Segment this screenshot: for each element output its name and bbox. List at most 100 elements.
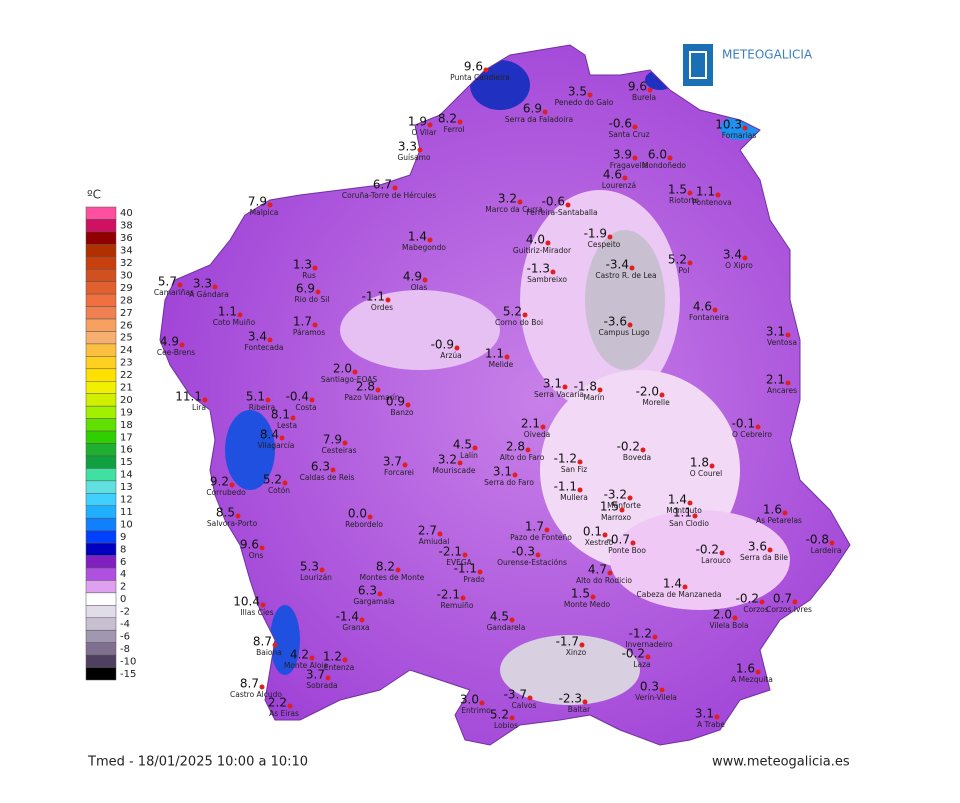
station-name: Lobios xyxy=(494,721,518,730)
station-name: Gandarela xyxy=(487,623,526,632)
station-name: Fornarias xyxy=(722,131,757,140)
station-dot xyxy=(632,124,638,130)
station-value: 3.0 xyxy=(460,693,479,707)
legend-swatch xyxy=(85,356,117,370)
legend-swatch xyxy=(85,629,117,643)
station-name: Lesta xyxy=(277,421,297,430)
station-name: Mabegondo xyxy=(402,243,446,252)
station-value: 2.0 xyxy=(713,608,732,622)
station-name: Lourenzá xyxy=(602,181,636,190)
station-name: Castro Alcudo xyxy=(230,690,282,699)
legend-label: 11 xyxy=(120,507,133,518)
station-dot xyxy=(667,155,673,161)
legend-swatch xyxy=(85,455,117,469)
legend-swatch xyxy=(85,642,117,656)
station-dot xyxy=(607,234,613,240)
station-name: Pol xyxy=(679,266,690,275)
station-dot xyxy=(785,380,791,386)
station-name: Invernadeiro xyxy=(625,640,673,649)
legend-label: -4 xyxy=(120,619,130,630)
station-dot xyxy=(550,269,556,275)
station-name: Marco da Curra xyxy=(485,205,542,214)
station-dot xyxy=(687,190,693,196)
station-dot xyxy=(755,424,761,430)
station-value: -2.3 xyxy=(559,692,582,706)
legend-label: 10 xyxy=(120,519,133,530)
station-dot xyxy=(540,424,546,430)
station-name: Arzúa xyxy=(440,351,462,360)
logo-text: METEOGALICIA xyxy=(722,48,813,62)
station-dot xyxy=(712,307,718,313)
station-dot xyxy=(460,595,466,601)
station-value: -0.2 xyxy=(617,440,640,454)
station-value: 8.5 xyxy=(216,506,235,520)
station-value: 0.9 xyxy=(386,395,405,409)
station-name: Coto Muiño xyxy=(213,318,256,327)
legend-label: 20 xyxy=(120,395,133,406)
station-name: Costa xyxy=(295,403,316,412)
legend-swatch xyxy=(85,231,117,245)
legend-swatch xyxy=(85,256,117,270)
legend-label: 9 xyxy=(120,532,126,543)
station-name: Corzos Ivres xyxy=(766,605,812,614)
station-name: A Trabe xyxy=(697,720,725,729)
station-value: -0.1 xyxy=(732,417,755,431)
station-dot xyxy=(522,312,528,318)
station-dot xyxy=(509,715,515,721)
station-dot xyxy=(309,655,315,661)
station-dot xyxy=(692,513,698,519)
station-name: Cespeito xyxy=(588,240,621,249)
station-name: Caldas de Reis xyxy=(300,473,355,482)
station-name: Vilagarcía xyxy=(258,441,295,450)
station-dot xyxy=(235,513,241,519)
legend-label: 6 xyxy=(120,557,126,568)
station-name: Ventosa xyxy=(767,338,797,347)
station-dot xyxy=(687,500,693,506)
station-name: Cotón xyxy=(268,486,290,495)
station-value: 0.1 xyxy=(583,525,602,539)
station-name: Gargamala xyxy=(353,597,394,606)
legend-label: 14 xyxy=(120,470,133,481)
station-name: Ancares xyxy=(767,386,797,395)
station-value: -1.8 xyxy=(574,380,597,394)
station-dot xyxy=(417,147,423,153)
station-name: Páramos xyxy=(293,328,325,337)
station-name: Calvos xyxy=(512,701,537,710)
station-dot xyxy=(785,332,791,338)
station-name: Cesteiras xyxy=(322,446,357,455)
station-value: -0.6 xyxy=(609,117,632,131)
station-dot xyxy=(325,675,331,681)
legend-label: 23 xyxy=(120,358,133,369)
station-value: -0.9 xyxy=(431,338,454,352)
station-value: -0.2 xyxy=(622,647,645,661)
station-name: Rus xyxy=(302,271,316,280)
station-dot xyxy=(627,322,633,328)
station-name: Banzo xyxy=(390,408,413,417)
station-dot xyxy=(577,487,583,493)
legend-swatch xyxy=(85,567,117,581)
station-value: -1.3 xyxy=(527,262,550,276)
station-value: 5.1 xyxy=(246,390,265,404)
station-name: A Gándara xyxy=(189,290,229,299)
station-value: -1.1 xyxy=(554,480,577,494)
station-name: Monte Medo xyxy=(564,600,611,609)
station-dot xyxy=(527,695,533,701)
station-dot xyxy=(535,552,541,558)
station-dot xyxy=(590,594,596,600)
legend-label: 18 xyxy=(120,420,133,431)
station-value: 3.2 xyxy=(438,453,457,467)
legend-label: 0 xyxy=(120,594,126,605)
station-name: Lardeira xyxy=(811,546,842,555)
station-dot xyxy=(509,617,515,623)
legend-swatch xyxy=(85,293,117,307)
station-dot xyxy=(385,297,391,303)
station-dot xyxy=(632,155,638,161)
station-value: 3.6 xyxy=(748,540,767,554)
station-value: 0.3 xyxy=(640,680,659,694)
station-value: -0.2 xyxy=(736,592,759,606)
station-dot xyxy=(619,507,625,513)
legend-swatch xyxy=(85,268,117,282)
legend-label: 21 xyxy=(120,382,133,393)
legend-label: -10 xyxy=(120,656,136,667)
station-value: 1.2 xyxy=(323,650,342,664)
